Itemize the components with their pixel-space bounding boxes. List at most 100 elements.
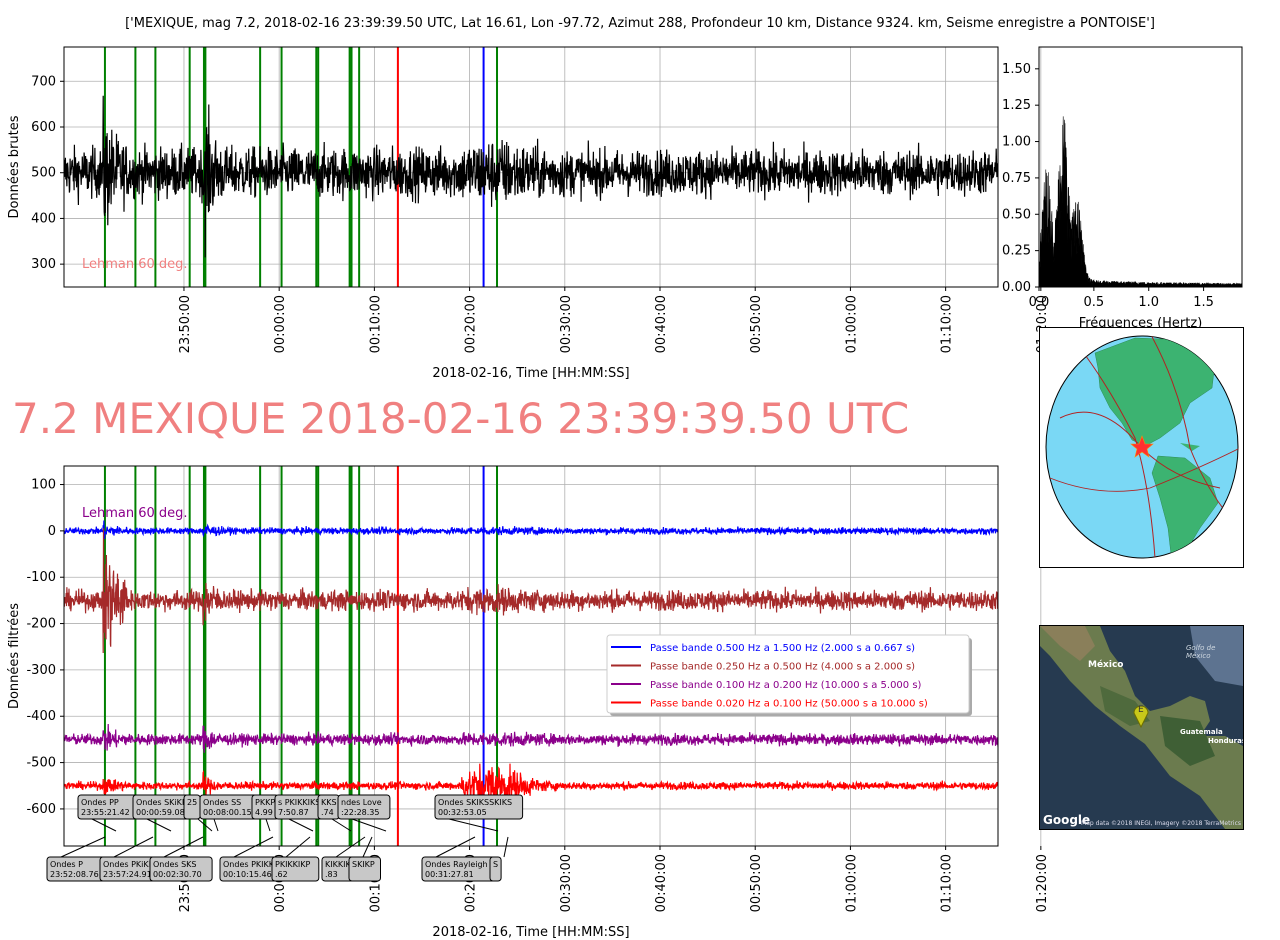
phase-label-box xyxy=(489,856,502,882)
raw-xtick-label: 00:40:00 xyxy=(654,295,669,353)
raw-series-line xyxy=(64,95,998,258)
filtered-ytick-label: -300 xyxy=(26,663,56,678)
phase-label-text: 00:31:27.81 xyxy=(425,870,474,879)
phase-label-text: 00:00:59.08 xyxy=(136,808,185,817)
filtered-xtick-label: 01:10:00 xyxy=(940,854,955,912)
filtered-xtick-label: 01:20:00 xyxy=(1035,854,1050,912)
filtered-xlabel: 2018-02-16, Time [HH:MM:SS] xyxy=(432,925,629,940)
phase-label-arrow xyxy=(435,836,476,858)
raw-xtick-label: 00:20:00 xyxy=(464,295,479,353)
raw-ytick-label: 300 xyxy=(31,257,56,272)
filtered-ytick-label: 0 xyxy=(48,524,56,539)
map-label-honduras: Honduras xyxy=(1208,737,1244,745)
raw-panel: 23:50:00 00:00:00 00:10:00 00:20:00 00:30:00… xyxy=(7,46,1050,381)
spectrum-xtick-label: 0.0 xyxy=(1029,295,1050,310)
phase-label-text: Ondes Rayleigh xyxy=(425,860,488,869)
phase-label-arrow xyxy=(146,818,172,832)
filtered-series-line xyxy=(64,763,998,812)
raw-ytick-label: 600 xyxy=(31,120,56,135)
raw-xtick-label: 01:00:00 xyxy=(844,295,859,353)
legend-box xyxy=(606,634,970,714)
filtered-ytick-label: -400 xyxy=(26,709,56,724)
phase-label-box xyxy=(348,856,381,882)
phase-label-text: :22:28.35 xyxy=(341,808,379,817)
raw-xtick-label: 00:30:00 xyxy=(559,295,574,353)
filtered-ytick-label: -200 xyxy=(26,617,56,632)
phase-label-text: KKS xyxy=(321,798,337,807)
phase-label-text: 23:55:21.42 xyxy=(81,808,130,817)
phase-label-text: PKKP xyxy=(255,798,275,807)
phase-label-text: Ondes PP xyxy=(81,798,119,807)
phase-label-arrow xyxy=(331,818,352,832)
filtered-series-line xyxy=(64,723,998,753)
phase-label-box xyxy=(337,794,391,820)
phase-label-text: 00:02:30.70 xyxy=(153,870,202,879)
phase-label-box xyxy=(434,794,524,820)
filtered-series-line xyxy=(64,520,998,540)
map-label-mexico: México xyxy=(1088,660,1124,670)
phase-label-text: .74 xyxy=(321,808,334,817)
phase-label-text: 00:32:53.05 xyxy=(438,808,487,817)
legend-entry: Passe bande 0.250 Hz a 0.500 Hz (4.000 s… xyxy=(650,662,915,673)
phase-label-text: S xyxy=(493,860,498,869)
phase-label-arrow xyxy=(91,818,117,832)
phase-label-text: Ondes PKIKKIKP xyxy=(223,860,287,869)
star-icon xyxy=(1130,435,1154,458)
phase-label-text: PKIKKIKP xyxy=(275,860,311,869)
phase-label-text: 4.99 xyxy=(255,808,273,817)
globe-map xyxy=(1039,327,1244,568)
phase-label-text: 00:08:00.15 xyxy=(203,808,252,817)
spectrum-panel: 0.0 0.5 1.0 1.5 0.00 0.25 0.50 0.75 1.00 1.25 1.50… xyxy=(1002,46,1243,331)
filtered-ytick-label: -500 xyxy=(26,756,56,771)
filtered-series-line xyxy=(64,528,998,654)
map-credit: Map data ©2018 INEGI, Imagery ©2018 Terr… xyxy=(1081,820,1241,827)
raw-xtick-label: 01:10:00 xyxy=(940,295,955,353)
phase-label-text: .83 xyxy=(325,870,338,879)
filtered-axes-frame xyxy=(63,465,999,847)
spectrum-xtick-label: 1.0 xyxy=(1138,295,1159,310)
phase-label: SKIKP xyxy=(348,836,381,882)
map-pin-icon xyxy=(1133,705,1149,728)
raw-ytick-label: 400 xyxy=(31,211,56,226)
satellite-map: México Golfo de México Guatemala Hondura… xyxy=(1039,625,1244,830)
phase-label-arrow xyxy=(213,818,219,832)
phase-label-text: 23:57:24.91 xyxy=(103,870,152,879)
phase-label-text: KIKKIKS xyxy=(325,860,356,869)
phase-label-arrow xyxy=(285,836,311,858)
filtered-xtick-label: 00:30:00 xyxy=(559,854,574,912)
filtered-ytick-label: -600 xyxy=(26,802,56,817)
spectrum-xtick-label: 0.5 xyxy=(1084,295,1105,310)
phase-label-arrow xyxy=(362,836,373,858)
legend-entry: Passe bande 0.500 Hz a 1.500 Hz (2.000 s… xyxy=(650,643,915,654)
spectrum-axes-frame xyxy=(1038,46,1243,288)
filtered-ytick-label: -100 xyxy=(26,570,56,585)
phase-label-text: ndes Love xyxy=(341,798,382,807)
filtered-xtick-label: 00:40:00 xyxy=(654,854,669,912)
filtered-ytick-label: 100 xyxy=(31,478,56,493)
spectrum-ytick-label: 1.25 xyxy=(1002,98,1031,113)
phase-label-arrow xyxy=(265,818,271,832)
phase-label-text: Ondes SKS xyxy=(153,860,196,869)
spectrum-ytick-label: 0.50 xyxy=(1002,207,1031,222)
raw-axes-frame xyxy=(63,46,999,288)
legend-entry: Passe bande 0.100 Hz a 0.200 Hz (10.000 … xyxy=(650,680,922,691)
filtered-xtick-label: 00:50:00 xyxy=(749,854,764,912)
filtered-legend: Passe bande 0.500 Hz a 1.500 Hz (2.000 s… xyxy=(606,634,972,716)
phase-label-text: Ondes SS xyxy=(203,798,241,807)
map-label-guatemala: Guatemala xyxy=(1180,728,1223,736)
phase-label-text: s PKIKKIKS xyxy=(278,798,320,807)
phase-label-box xyxy=(149,856,213,882)
phase-label: PKIKKIKP.62 xyxy=(271,836,320,882)
phase-label-text: 25 xyxy=(187,798,197,807)
phase-label-arrow xyxy=(233,836,274,858)
filtered-xtick-label: 01:00:00 xyxy=(844,854,859,912)
phase-label-text: 7:50.87 xyxy=(278,808,309,817)
raw-ytick-label: 500 xyxy=(31,166,56,181)
phase-label-text: Ondes SKiKP xyxy=(136,798,187,807)
